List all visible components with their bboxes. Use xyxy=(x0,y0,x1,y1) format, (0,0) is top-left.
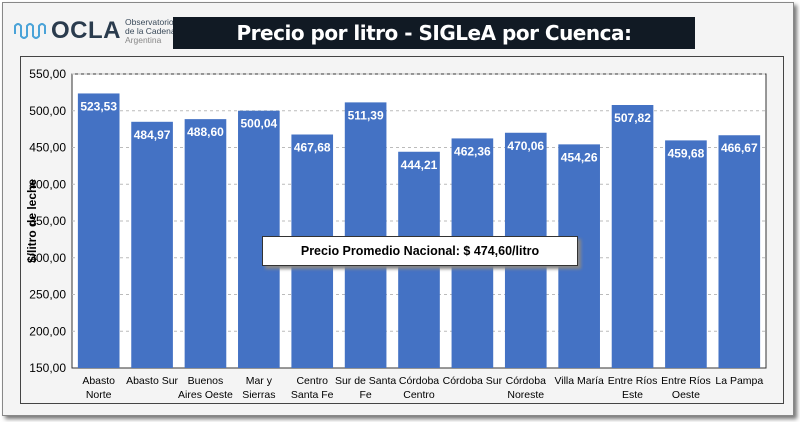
y-tick-label: 400,00 xyxy=(29,177,66,191)
y-tick-label: 200,00 xyxy=(29,324,66,338)
x-tick-label: Centro xyxy=(296,375,328,387)
logo-line3: Argentina xyxy=(125,34,162,45)
x-tick-label: Villa María xyxy=(554,375,604,387)
data-label: 484,97 xyxy=(134,128,171,142)
bar xyxy=(77,93,120,369)
x-tick-label: Abasto Sur xyxy=(126,375,178,387)
y-tick-label: 300,00 xyxy=(29,251,66,265)
x-tick-label: Noreste xyxy=(507,389,544,401)
x-tick-label: Este xyxy=(622,389,643,401)
data-label: 507,82 xyxy=(614,111,651,125)
x-tick-label: Entre Ríos xyxy=(661,375,711,387)
x-tick-label: Sierras xyxy=(242,389,275,401)
x-tick-label: Fe xyxy=(359,389,371,401)
x-tick-label: Oeste xyxy=(672,389,700,401)
data-label: 470,06 xyxy=(507,139,544,153)
bar xyxy=(611,105,654,369)
x-tick-label: Córdoba xyxy=(399,375,439,387)
data-label: 454,26 xyxy=(561,150,598,164)
y-axis-label: $/litro de leche xyxy=(25,179,39,263)
bar xyxy=(718,135,761,368)
logo-line2: de la Cadena Láctea xyxy=(125,25,204,36)
x-tick-label: Córdoba Sur xyxy=(443,375,503,387)
x-tick-label: Aires Oeste xyxy=(178,389,233,401)
y-tick-label: 250,00 xyxy=(29,288,66,302)
logo-line1: Observatorio xyxy=(125,16,174,27)
bar xyxy=(131,121,173,368)
average-annotation: Precio Promedio Nacional: $ 474,60/litro xyxy=(262,236,578,266)
x-tick-label: Mar y xyxy=(246,375,273,387)
data-label: 500,04 xyxy=(240,117,277,131)
y-tick-label: 150,00 xyxy=(29,361,66,375)
y-tick-label: 550,00 xyxy=(29,67,66,81)
x-tick-label: Norte xyxy=(86,389,112,401)
x-tick-label: Entre Ríos xyxy=(608,375,658,387)
bar xyxy=(665,140,707,368)
y-tick-label: 450,00 xyxy=(29,141,66,155)
data-label: 462,36 xyxy=(454,144,491,158)
ocla-logo: OCLA Observatorio de la Cadena Láctea Ar… xyxy=(13,17,203,45)
bar xyxy=(344,102,387,368)
y-tick-label: 500,00 xyxy=(29,104,66,118)
bar xyxy=(184,119,227,368)
data-label: 488,60 xyxy=(187,125,224,139)
wave-logo-icon xyxy=(14,23,46,39)
logo-text: OCLA xyxy=(51,17,121,44)
x-tick-label: La Pampa xyxy=(715,375,763,387)
x-tick-label: Abasto xyxy=(82,375,115,387)
data-label: 511,39 xyxy=(348,108,384,122)
data-label: 523,53 xyxy=(80,99,117,113)
data-label: 459,68 xyxy=(668,146,705,160)
x-tick-label: Sur de Santa xyxy=(335,375,396,387)
data-label: 467,68 xyxy=(294,141,331,155)
x-tick-label: Buenos xyxy=(188,375,224,387)
x-tick-label: Santa Fe xyxy=(291,389,334,401)
y-tick-label: 350,00 xyxy=(29,214,66,228)
x-tick-label: Córdoba xyxy=(506,375,546,387)
x-tick-label: Centro xyxy=(403,389,435,401)
data-label: 466,67 xyxy=(721,141,758,155)
data-label: 444,21 xyxy=(401,158,438,172)
